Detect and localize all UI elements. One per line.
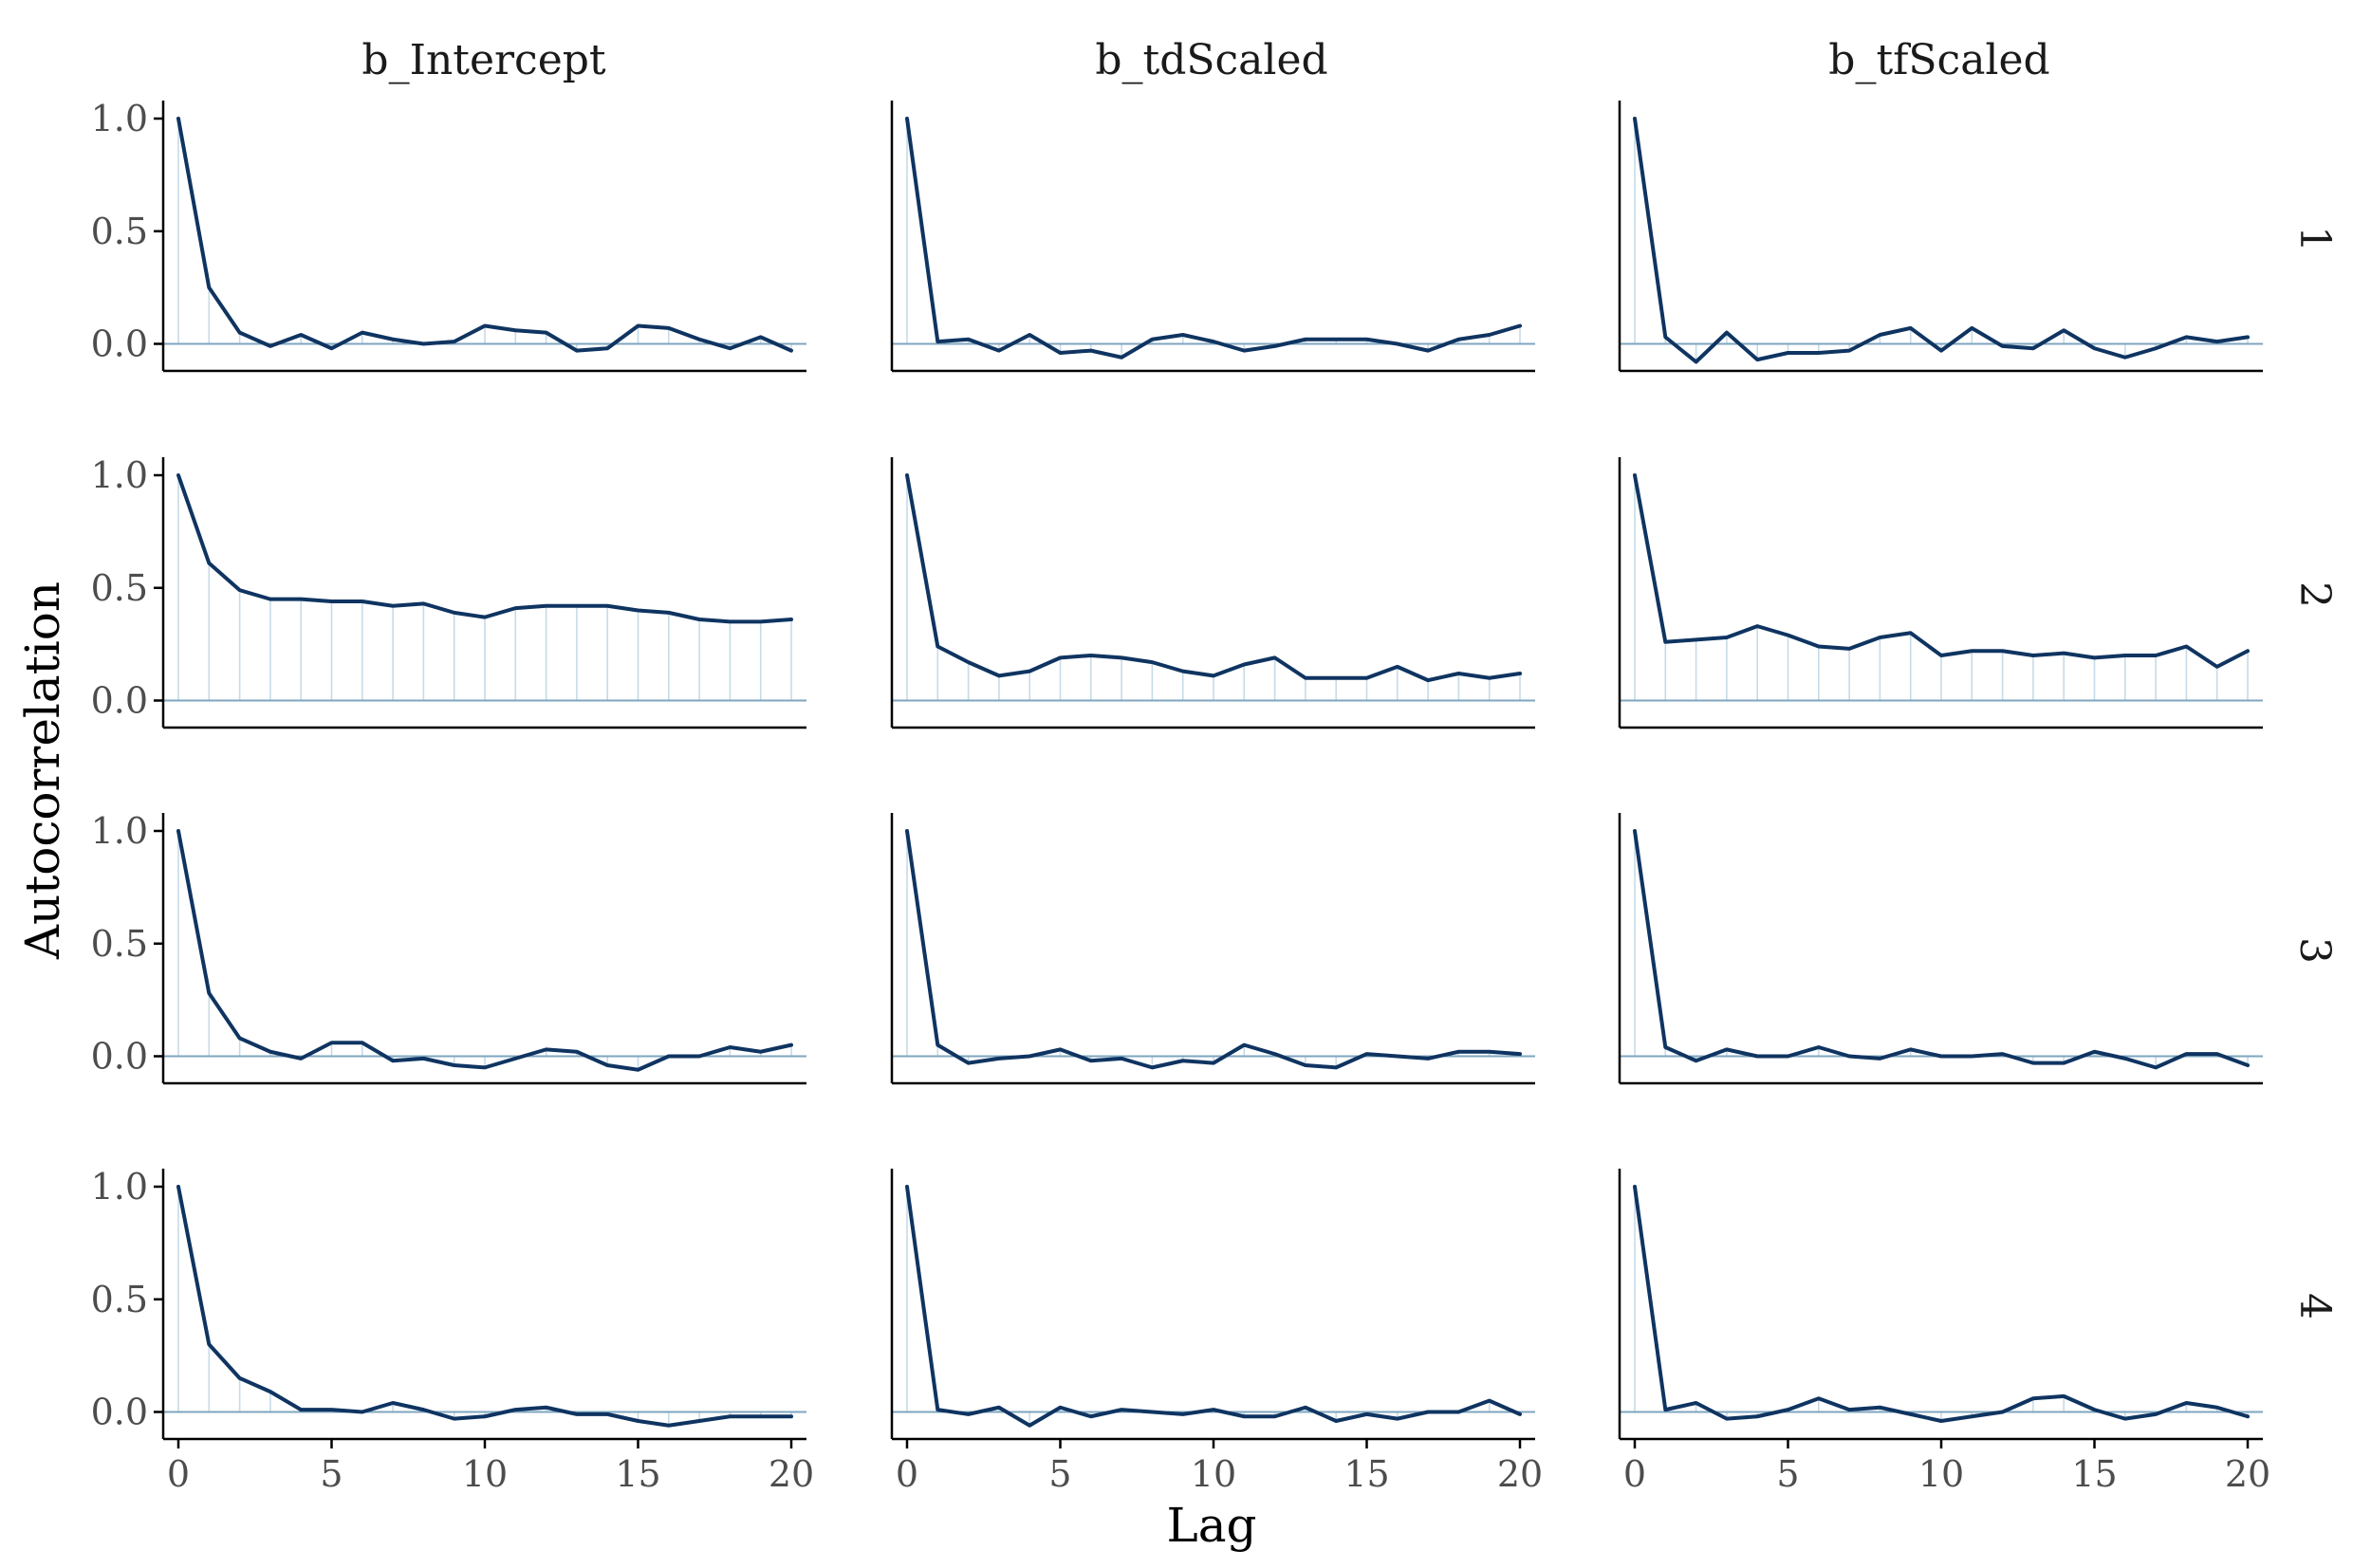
y-tick-label-r4-b_Intercept-1: 0.5 [91,1279,148,1320]
series-line-r4-b_tfScaled [1633,1185,2250,1423]
y-tick-label-r2-b_Intercept-1: 0.5 [91,567,148,609]
y-tick-label-r3-b_Intercept-0: 0.0 [91,1036,148,1078]
y-axis-title: Autocorrelation [15,581,70,960]
x-tick-label-r4-b_Intercept-3: 15 [615,1453,660,1495]
panels-layer: 0.0 0.5 1.0 0.0 0.5 1.0 0.0 0.5 1.0 0.0 0.5 1.0 0 5 10… [91,98,2271,1495]
panel-r3-b_tdScaled [890,813,1535,1085]
series-line-r4-b_tdScaled [905,1185,1522,1428]
series-line-r4-b_Intercept [176,1185,793,1428]
column-strip-label-b_tfScaled: b_tfScaled [1828,36,2049,84]
panel-r4-b_Intercept: 0.0 0.5 1.0 0 5 10 15 20 [91,1166,815,1495]
x-tick-label-r4-b_tfScaled-1: 5 [1776,1453,1799,1495]
panel-r3-b_tfScaled [1618,813,2263,1085]
panel-r2-b_tdScaled [890,457,1535,729]
x-tick-label-r4-b_tdScaled-3: 15 [1343,1453,1389,1495]
panel-r2-b_Intercept: 0.0 0.5 1.0 [91,454,806,729]
y-tick-label-r4-b_Intercept-2: 1.0 [91,1166,148,1208]
y-tick-label-r4-b_Intercept-0: 0.0 [91,1392,148,1433]
x-tick-label-r4-b_tfScaled-0: 0 [1623,1453,1646,1495]
panel-r1-b_tfScaled [1618,101,2263,373]
x-tick-label-r4-b_tfScaled-2: 10 [1918,1453,1964,1495]
x-axis-title: Lag [1166,1498,1256,1553]
row-strip-label-1: 1 [2290,226,2339,252]
x-tick-label-r4-b_tfScaled-3: 15 [2071,1453,2117,1495]
series-line-r3-b_tfScaled [1633,829,2250,1070]
y-tick-label-r3-b_Intercept-1: 0.5 [91,923,148,965]
y-tick-label-r1-b_Intercept-0: 0.0 [91,323,148,365]
row-strip-label-4: 4 [2290,1293,2339,1319]
x-tick-label-r4-b_tfScaled-4: 20 [2225,1453,2270,1495]
x-tick-label-r4-b_Intercept-0: 0 [167,1453,190,1495]
x-tick-label-r4-b_tdScaled-0: 0 [896,1453,918,1495]
y-tick-label-r2-b_Intercept-0: 0.0 [91,680,148,722]
series-line-r1-b_tdScaled [905,117,1522,360]
x-tick-label-r4-b_tdScaled-1: 5 [1048,1453,1071,1495]
x-tick-label-r4-b_Intercept-2: 10 [462,1453,508,1495]
x-tick-label-r4-b_Intercept-4: 20 [769,1453,814,1495]
y-tick-label-r1-b_Intercept-2: 1.0 [91,98,148,139]
series-line-r2-b_Intercept [176,473,793,624]
y-tick-label-r1-b_Intercept-1: 0.5 [91,211,148,252]
panel-r3-b_Intercept: 0.0 0.5 1.0 [91,810,806,1085]
column-strip-label-b_Intercept: b_Intercept [361,36,605,84]
panel-r4-b_tdScaled: 0 5 10 15 20 [890,1169,1543,1495]
series-line-r2-b_tfScaled [1633,473,2250,669]
x-tick-label-r4-b_tdScaled-2: 10 [1191,1453,1236,1495]
row-strip-label-2: 2 [2290,581,2339,608]
series-line-r3-b_Intercept [176,829,793,1072]
series-line-r2-b_tdScaled [905,473,1522,683]
panel-r2-b_tfScaled [1618,457,2263,729]
series-line-r3-b_tdScaled [905,829,1522,1070]
y-tick-label-r2-b_Intercept-2: 1.0 [91,454,148,496]
panel-r1-b_Intercept: 0.0 0.5 1.0 [91,98,806,373]
x-tick-label-r4-b_Intercept-1: 5 [320,1453,343,1495]
row-strip-label-3: 3 [2290,937,2339,964]
series-line-r1-b_tfScaled [1633,117,2250,364]
y-tick-label-r3-b_Intercept-2: 1.0 [91,810,148,852]
panel-r1-b_tdScaled [890,101,1535,373]
series-line-r1-b_Intercept [176,117,793,353]
column-strip-label-b_tdScaled: b_tdScaled [1095,36,1327,84]
x-tick-label-r4-b_tdScaled-4: 20 [1497,1453,1543,1495]
panel-r4-b_tfScaled: 0 5 10 15 20 [1618,1169,2270,1495]
